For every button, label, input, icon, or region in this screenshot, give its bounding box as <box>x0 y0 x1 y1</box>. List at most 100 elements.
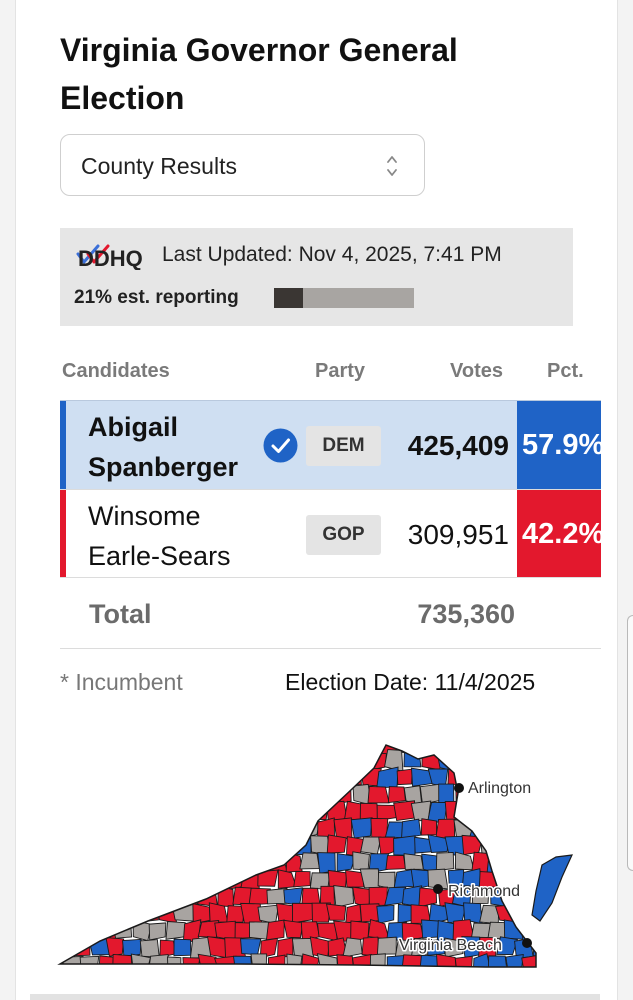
county-region[interactable] <box>230 785 251 804</box>
county-region[interactable] <box>520 819 540 838</box>
county-region[interactable] <box>283 817 304 841</box>
county-region[interactable] <box>131 852 150 872</box>
county-region[interactable] <box>281 750 304 770</box>
county-region[interactable] <box>555 954 574 973</box>
county-region[interactable] <box>486 817 507 838</box>
county-region[interactable] <box>427 735 448 755</box>
county-region[interactable] <box>166 852 185 873</box>
county-region[interactable] <box>293 870 311 888</box>
county-region[interactable] <box>345 869 365 888</box>
county-region[interactable] <box>124 902 144 921</box>
county-region[interactable] <box>547 973 568 975</box>
county-region[interactable] <box>421 750 441 771</box>
county-region[interactable] <box>240 735 263 754</box>
county-region[interactable] <box>192 737 212 754</box>
county-region[interactable] <box>259 937 279 959</box>
county-region[interactable] <box>139 939 160 958</box>
county-region[interactable] <box>81 786 100 805</box>
county-region[interactable] <box>311 902 331 923</box>
county-region[interactable] <box>538 922 556 942</box>
county-region[interactable] <box>250 852 271 872</box>
county-region[interactable] <box>283 887 303 906</box>
county-region[interactable] <box>107 800 127 822</box>
county-region[interactable] <box>514 834 534 856</box>
county-region[interactable] <box>318 784 338 805</box>
county-region[interactable] <box>369 953 386 972</box>
county-region[interactable] <box>130 888 152 909</box>
county-region[interactable] <box>377 871 396 890</box>
county-region[interactable] <box>454 955 473 972</box>
county-region[interactable] <box>488 750 509 771</box>
county-region[interactable] <box>138 867 160 887</box>
county-region[interactable] <box>138 735 160 754</box>
county-region[interactable] <box>275 837 297 855</box>
county-region[interactable] <box>360 836 382 855</box>
county-region[interactable] <box>471 885 490 905</box>
county-region[interactable] <box>547 838 567 855</box>
county-region[interactable] <box>140 803 161 820</box>
county-region[interactable] <box>95 751 117 770</box>
county-region[interactable] <box>147 817 169 838</box>
county-region[interactable] <box>326 972 344 975</box>
header-candidates[interactable]: Candidates <box>62 360 170 382</box>
county-region[interactable] <box>206 770 228 788</box>
county-region[interactable] <box>396 768 413 786</box>
county-region[interactable] <box>300 786 322 806</box>
county-region[interactable] <box>148 889 168 908</box>
county-region[interactable] <box>167 956 182 974</box>
county-region[interactable] <box>106 870 125 890</box>
county-region[interactable] <box>291 766 314 789</box>
county-region[interactable] <box>557 923 576 940</box>
county-region[interactable] <box>191 801 209 822</box>
county-region[interactable] <box>130 751 148 770</box>
county-region[interactable] <box>302 751 321 772</box>
county-region[interactable] <box>410 800 432 822</box>
county-region[interactable] <box>79 955 100 974</box>
county-region[interactable] <box>342 735 363 755</box>
county-region[interactable] <box>446 972 466 975</box>
county-region[interactable] <box>376 904 395 924</box>
county-region[interactable] <box>113 817 135 836</box>
county-region[interactable] <box>428 903 450 925</box>
county-region[interactable] <box>139 904 159 923</box>
county-region[interactable] <box>556 889 573 904</box>
county-region[interactable] <box>531 803 550 823</box>
county-region[interactable] <box>345 903 362 924</box>
county-region[interactable] <box>207 834 228 856</box>
county-region[interactable] <box>352 851 370 871</box>
county-region[interactable] <box>173 938 192 957</box>
county-region[interactable] <box>549 939 565 958</box>
county-region[interactable] <box>197 851 220 871</box>
county-region[interactable] <box>258 973 277 975</box>
county-region[interactable] <box>274 735 295 753</box>
county-region[interactable] <box>172 766 193 789</box>
county-region[interactable] <box>265 783 286 802</box>
county-region[interactable] <box>411 971 432 975</box>
county-region[interactable] <box>122 768 144 788</box>
county-region[interactable] <box>232 750 253 771</box>
county-region[interactable] <box>352 953 372 972</box>
county-region[interactable] <box>295 972 312 975</box>
county-region[interactable] <box>461 735 482 753</box>
county-region[interactable] <box>224 767 244 788</box>
county-region[interactable] <box>173 869 195 891</box>
county-region[interactable] <box>427 938 447 956</box>
county-region[interactable] <box>56 834 75 856</box>
county-region[interactable] <box>454 851 475 871</box>
county-region[interactable] <box>131 818 151 840</box>
candidate-row-spanberger[interactable]: Abigail Spanberger DEM 425,409 57.9% <box>60 400 601 489</box>
county-region[interactable] <box>393 835 416 856</box>
county-region[interactable] <box>310 801 330 821</box>
county-region[interactable] <box>336 852 356 872</box>
county-region[interactable] <box>403 853 424 870</box>
county-region[interactable] <box>112 852 135 873</box>
county-region[interactable] <box>277 937 294 958</box>
county-region[interactable] <box>198 751 220 768</box>
county-region[interactable] <box>401 818 422 840</box>
county-region[interactable] <box>198 786 219 805</box>
county-region[interactable] <box>258 834 278 856</box>
county-region[interactable] <box>72 905 93 922</box>
county-region[interactable] <box>316 953 339 973</box>
county-region[interactable] <box>265 749 287 771</box>
candidate-row-earle-sears[interactable]: Winsome Earle-Sears GOP 309,951 42.2% <box>60 489 601 578</box>
